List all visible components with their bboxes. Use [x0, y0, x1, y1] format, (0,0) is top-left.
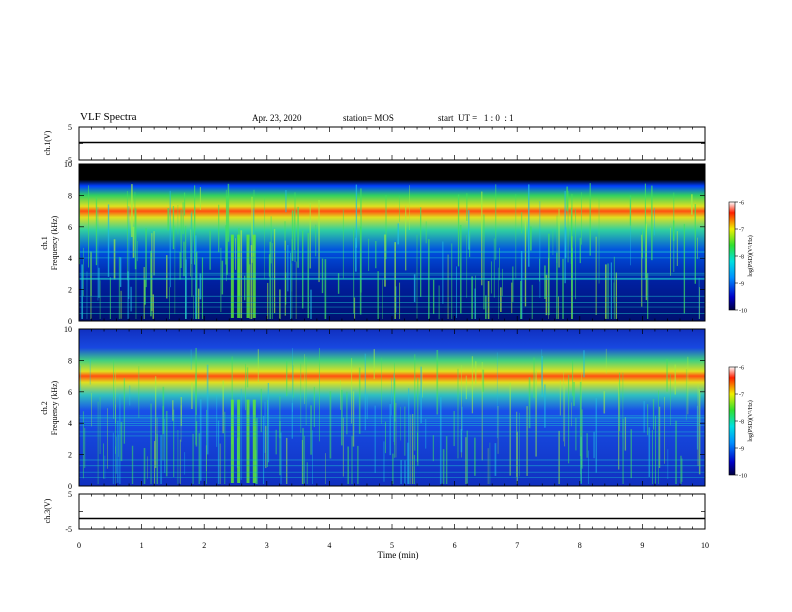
- colorbar-tick-label: -10: [739, 474, 747, 480]
- y-tick-label: 0: [68, 317, 72, 326]
- x-tick-label: 7: [515, 541, 519, 550]
- ch1-spectrum-panel: [78, 163, 706, 322]
- colorbar-2-label: log(PSD)(V²/Hz): [747, 400, 754, 441]
- x-tick-label: 1: [140, 541, 144, 550]
- date-label: Apr. 23, 2020: [252, 113, 302, 123]
- x-tick-label: 2: [202, 541, 206, 550]
- colorbar-tick-label: -6: [739, 201, 744, 207]
- y-tick-label: 8: [68, 356, 72, 365]
- colorbar-tick-label: -7: [739, 228, 744, 234]
- y-tick-label: 6: [68, 388, 72, 397]
- y-tick-label: 4: [68, 419, 72, 428]
- ch2-channel-label: ch.2: [40, 401, 49, 415]
- x-tick-label: 3: [265, 541, 269, 550]
- x-axis-label: Time (min): [378, 550, 419, 560]
- x-tick-label: 0: [77, 541, 81, 550]
- y-tick-label: 6: [68, 223, 72, 232]
- y-tick-label: 2: [68, 286, 72, 295]
- colorbar-tick-label: -7: [739, 393, 744, 399]
- ch3-voltage-label: ch.3(V): [43, 498, 52, 523]
- x-tick-label: 5: [390, 541, 394, 550]
- axis-ticks: 0 1 2 3 4 5 6 7 8 9 10108642010864205-55-5-6-7-8-9…: [64, 123, 747, 550]
- y-tick-label: 0: [68, 482, 72, 491]
- x-tick-label: 4: [327, 541, 331, 550]
- ch2-frequency-label: Frequency (kHz): [50, 380, 59, 435]
- station-label: station= MOS: [343, 113, 394, 123]
- x-tick-label: 8: [578, 541, 582, 550]
- ch1-channel-label: ch.1: [40, 236, 49, 250]
- ch1-frequency-label: Frequency (kHz): [50, 215, 59, 270]
- y-tick-label: -5: [65, 525, 72, 534]
- y-tick-label: 2: [68, 451, 72, 460]
- y-tick-label: 10: [64, 160, 72, 169]
- x-tick-label: 6: [453, 541, 457, 550]
- x-tick-label: 10: [701, 541, 709, 550]
- y-tick-label: -5: [65, 156, 72, 165]
- y-tick-label: 5: [68, 490, 72, 499]
- ch1-streaks: [79, 183, 705, 319]
- y-tick-label: 4: [68, 254, 72, 263]
- ch2-spectrum-panel: [78, 328, 706, 487]
- y-tick-label: 5: [68, 123, 72, 132]
- colorbar-1-label: log(PSD)(V²/Hz): [747, 235, 754, 276]
- ch2-streaks: [79, 347, 705, 484]
- ch3-voltage-panel: [78, 493, 706, 530]
- colorbar-tick-label: -10: [739, 309, 747, 315]
- colorbar-tick-label: -8: [739, 255, 744, 261]
- colorbar-tick-label: -6: [739, 366, 744, 372]
- y-tick-label: 8: [68, 191, 72, 200]
- colorbar-tick-label: -9: [739, 282, 744, 288]
- colorbar-tick-label: -9: [739, 447, 744, 453]
- chart-title: VLF Spectra: [80, 111, 137, 123]
- colorbar-2: [728, 366, 736, 476]
- colorbar-tick-label: -8: [739, 420, 744, 426]
- x-tick-label: 9: [640, 541, 644, 550]
- colorbar-1: [728, 201, 736, 311]
- y-tick-label: 10: [64, 325, 72, 334]
- ch1-voltage-label: ch.1(V): [43, 130, 52, 155]
- start-ut-label: start UT = 1 : 0 : 1: [438, 113, 514, 123]
